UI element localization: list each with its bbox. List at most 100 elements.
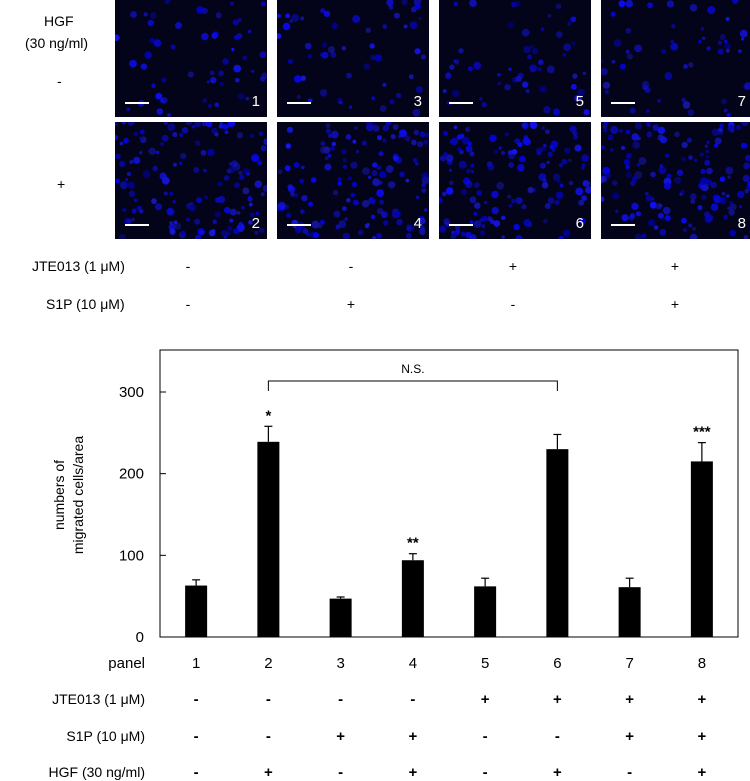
x-tick-label: 6 [553,655,561,672]
condition-value: + [336,728,345,745]
x-tick-label: 8 [698,655,706,672]
significance-marker: ** [407,535,419,552]
cell-nuclei-image [115,122,267,239]
bar [690,461,713,637]
hgf-label-concentration: (30 ng/ml) [25,35,89,51]
scale-bar [611,102,635,104]
microscopy-panel: 3 [277,0,429,117]
x-tick-label: 2 [264,655,272,672]
panel-number: 7 [737,93,746,110]
y-tick-label: 200 [119,466,144,483]
cell-nuclei-image [277,122,429,239]
condition-value: - [266,691,271,708]
top-s1p-value: + [346,296,356,312]
panel-number: 8 [737,215,746,232]
microscopy-panel: 2 [115,122,267,239]
bar [257,441,280,637]
condition-value: - [483,764,488,781]
significance-marker: * [265,407,271,424]
comparison-label: N.S. [401,362,424,376]
condition-value: + [625,691,634,708]
bar [329,598,352,637]
condition-value: - [194,728,199,745]
y-axis-label: numbers of [51,460,67,530]
panel-number: 2 [251,215,260,232]
cell-nuclei-image [115,0,267,117]
row-minus-label: - [57,73,62,89]
x-tick-label: 1 [192,655,200,672]
cell-nuclei-image [601,122,750,239]
x-tick-label: 3 [336,655,344,672]
top-jte013-value: + [508,258,518,274]
microscopy-panel: 4 [277,122,429,239]
condition-value: - [338,764,343,781]
condition-value: + [553,691,562,708]
row-plus-label: + [57,176,66,192]
bar [618,587,641,637]
condition-value: - [338,691,343,708]
condition-value: + [553,764,562,781]
top-s1p-value: + [670,296,680,312]
condition-value: - [483,728,488,745]
condition-value: + [408,764,417,781]
y-axis-label: migrated cells/area [70,436,86,554]
condition-value: + [697,764,706,781]
x-tick-label: 5 [481,655,489,672]
condition-value: - [266,728,271,745]
x-tick-label: 7 [625,655,633,672]
bar [546,449,569,637]
panel-number: 1 [251,93,260,110]
bar [474,586,497,637]
y-tick-label: 0 [136,629,144,646]
panel-number: 5 [575,93,584,110]
microscopy-panel: 7 [601,0,750,117]
condition-value: - [555,728,560,745]
microscopy-panel: 8 [601,122,750,239]
top-s1p-label: S1P (10 μM) [46,296,125,312]
y-tick-label: 100 [119,547,144,564]
condition-label: S1P (10 μM) [66,728,145,744]
hgf-label: HGF [44,13,74,29]
scale-bar [125,102,149,104]
panel-number: 4 [413,215,422,232]
top-jte013-value: + [670,258,680,274]
scale-bar [125,224,149,226]
top-jte013-value: - [348,258,354,274]
top-jte013-label: JTE013 (1 μM) [32,258,125,274]
top-s1p-value: - [510,296,516,312]
x-tick-label: 4 [409,655,417,672]
scale-bar [449,102,473,104]
condition-value: - [194,764,199,781]
condition-value: + [697,691,706,708]
condition-value: - [410,691,415,708]
cell-nuclei-image [442,0,590,116]
scale-bar [611,224,635,226]
condition-label: HGF (30 ng/ml) [49,764,145,780]
cell-nuclei-image [439,122,591,239]
condition-value: + [697,728,706,745]
condition-value: + [625,728,634,745]
panel-number: 6 [575,215,584,232]
comparison-bracket [267,380,558,391]
cell-nuclei-image [601,0,750,117]
condition-value: + [481,691,490,708]
cell-nuclei-image [277,0,426,117]
microscopy-panel: 5 [439,0,591,117]
condition-value: + [408,728,417,745]
plot-frame [159,349,739,638]
scale-bar [287,102,311,104]
top-s1p-value: - [185,296,191,312]
bar [185,585,208,637]
condition-value: - [627,764,632,781]
condition-value: + [264,764,273,781]
condition-label: JTE013 (1 μM) [52,691,145,707]
scale-bar [449,224,473,226]
x-axis-label: panel [108,655,145,672]
microscopy-panel: 6 [439,122,591,239]
bar [401,560,424,637]
panel-number: 3 [413,93,422,110]
significance-marker: *** [693,424,711,441]
microscopy-panel: 1 [115,0,267,117]
scale-bar [287,224,311,226]
